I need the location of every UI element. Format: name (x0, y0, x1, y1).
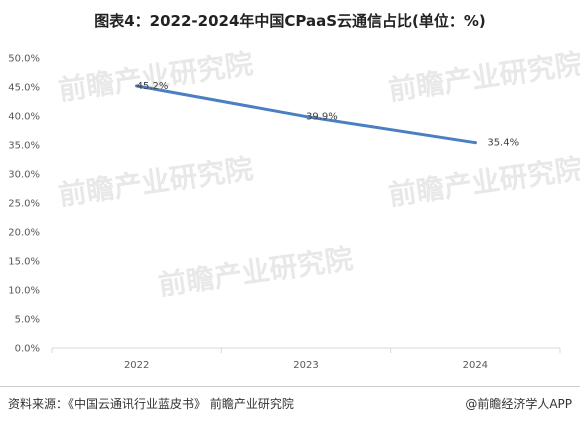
footer: 资料来源：《中国云通讯行业蓝皮书》 前瞻产业研究院 @前瞻经济学人APP (8, 395, 572, 412)
y-tick-label: 20.0% (8, 228, 40, 239)
watermark-text: 前瞻产业研究院 (156, 242, 355, 302)
watermark-text: 前瞻产业研究院 (56, 47, 255, 107)
y-tick-label: 35.0% (8, 141, 40, 152)
y-tick-label: 50.0% (8, 54, 40, 65)
y-tick-label: 10.0% (8, 286, 40, 297)
chart-title: 图表4：2022-2024年中国CPaaS云通信占比(单位：%) (94, 12, 486, 30)
watermark-text: 前瞻产业研究院 (386, 47, 580, 107)
data-point (473, 141, 477, 145)
x-tick-label: 2022 (124, 360, 149, 371)
y-tick-label: 5.0% (15, 315, 40, 326)
y-tick-label: 30.0% (8, 170, 40, 181)
y-tick-label: 45.0% (8, 83, 40, 94)
credit-note: @前瞻经济学人APP (465, 397, 572, 411)
data-label: 39.9% (306, 112, 338, 123)
watermark-text: 前瞻产业研究院 (386, 152, 580, 212)
y-tick-label: 15.0% (8, 257, 40, 268)
y-tick-label: 0.0% (15, 344, 40, 355)
data-label: 35.4% (487, 138, 519, 149)
y-tick-label: 40.0% (8, 112, 40, 123)
source-note: 资料来源：《中国云通讯行业蓝皮书》 前瞻产业研究院 (8, 397, 294, 411)
footer-divider (0, 386, 580, 387)
data-label: 45.2% (137, 81, 169, 92)
x-tick-label: 2023 (293, 360, 318, 371)
data-point (135, 84, 139, 88)
y-tick-label: 25.0% (8, 199, 40, 210)
x-tick-label: 2024 (463, 360, 488, 371)
data-point (304, 115, 308, 119)
watermark-text: 前瞻产业研究院 (56, 152, 255, 212)
